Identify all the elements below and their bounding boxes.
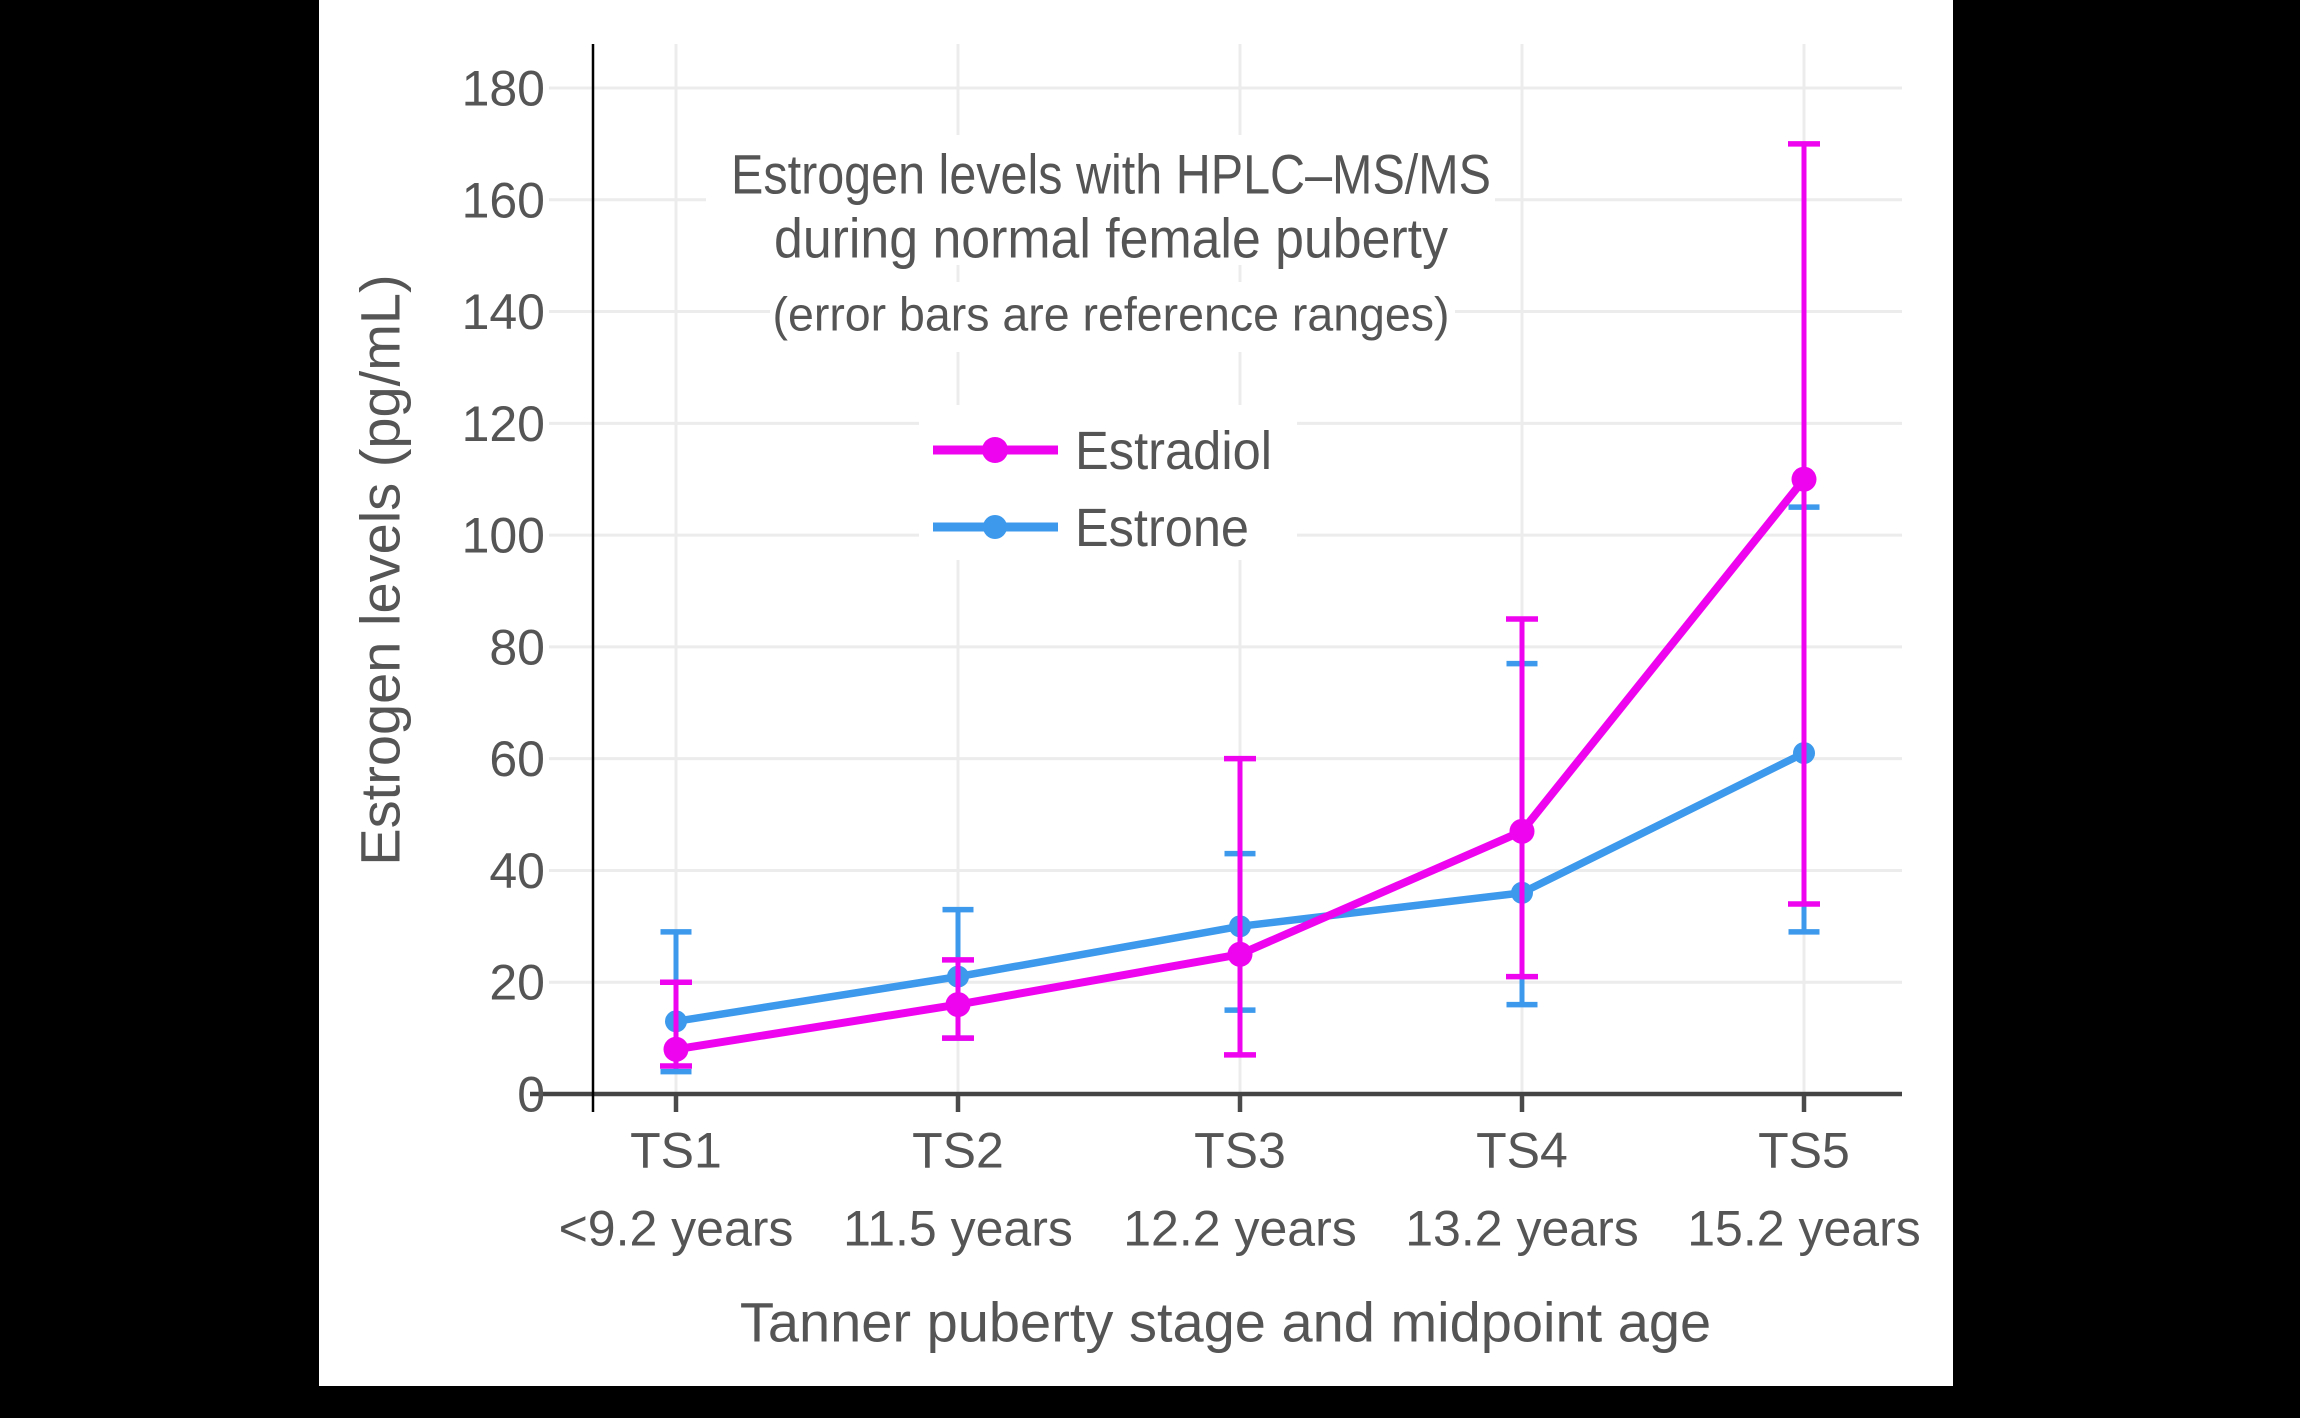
y-tick-label: 160 [462, 172, 545, 228]
x-tick-label: TS1 [630, 1123, 722, 1179]
data-point [1791, 466, 1817, 492]
error-bar [1224, 755, 1256, 1058]
subtitle-background [770, 282, 1455, 352]
estrogen-levels-chart: 0 20 40 60 80 100 120 140 160 180 TS1 TS2 TS3 TS4 TS5 <… [349, 44, 1921, 1354]
chart-subtitle: (error bars are reference ranges) [773, 287, 1450, 340]
legend-label: Estradiol [1075, 421, 1272, 481]
series-estradiol [660, 141, 1820, 1069]
y-tick-label: 80 [489, 619, 545, 675]
error-bar [1788, 141, 1820, 907]
title-background [706, 135, 1495, 265]
legend-item-estrone[interactable]: Estrone [933, 498, 1249, 558]
x-age-label: 13.2 years [1405, 1201, 1638, 1257]
x-age-label: 15.2 years [1687, 1201, 1920, 1257]
x-tick-label: TS4 [1476, 1123, 1568, 1179]
y-tick-label: 100 [462, 508, 545, 564]
error-bar [1506, 616, 1538, 980]
y-tick-label: 140 [462, 284, 545, 340]
x-age-label: <9.2 years [559, 1201, 794, 1257]
legend-background [919, 405, 1297, 560]
data-point [663, 1036, 689, 1062]
x-age-label: 12.2 years [1123, 1201, 1356, 1257]
chart-panel: 0 20 40 60 80 100 120 140 160 180 TS1 TS2 TS3 TS4 TS5 <… [319, 0, 1953, 1386]
y-axis-title: Estrogen levels (pg/mL) [349, 274, 412, 865]
y-tick-label: 60 [489, 731, 545, 787]
y-tick-label: 40 [489, 843, 545, 899]
y-tick-label: 0 [517, 1067, 545, 1123]
chart-title: Estrogen levels with HPLC–MS/MS [731, 143, 1491, 206]
y-tick-label: 120 [462, 396, 545, 452]
chart-title-line2: during normal female puberty [774, 207, 1448, 270]
x-age-label: 11.5 years [843, 1201, 1073, 1257]
y-tick-label: 180 [462, 61, 545, 117]
data-point [1227, 941, 1253, 967]
x-tick-label: TS5 [1758, 1123, 1850, 1179]
x-axis-title: Tanner puberty stage and midpoint age [740, 1291, 1711, 1354]
x-tick-label: TS3 [1194, 1123, 1286, 1179]
y-tick-label: 20 [489, 955, 545, 1011]
data-point [1509, 818, 1535, 844]
legend-item-estradiol[interactable]: Estradiol [933, 421, 1272, 481]
legend-marker [982, 437, 1008, 463]
x-tick-label: TS2 [912, 1123, 1004, 1179]
data-point [945, 992, 971, 1018]
legend-label: Estrone [1075, 498, 1249, 558]
legend-marker [983, 515, 1007, 539]
